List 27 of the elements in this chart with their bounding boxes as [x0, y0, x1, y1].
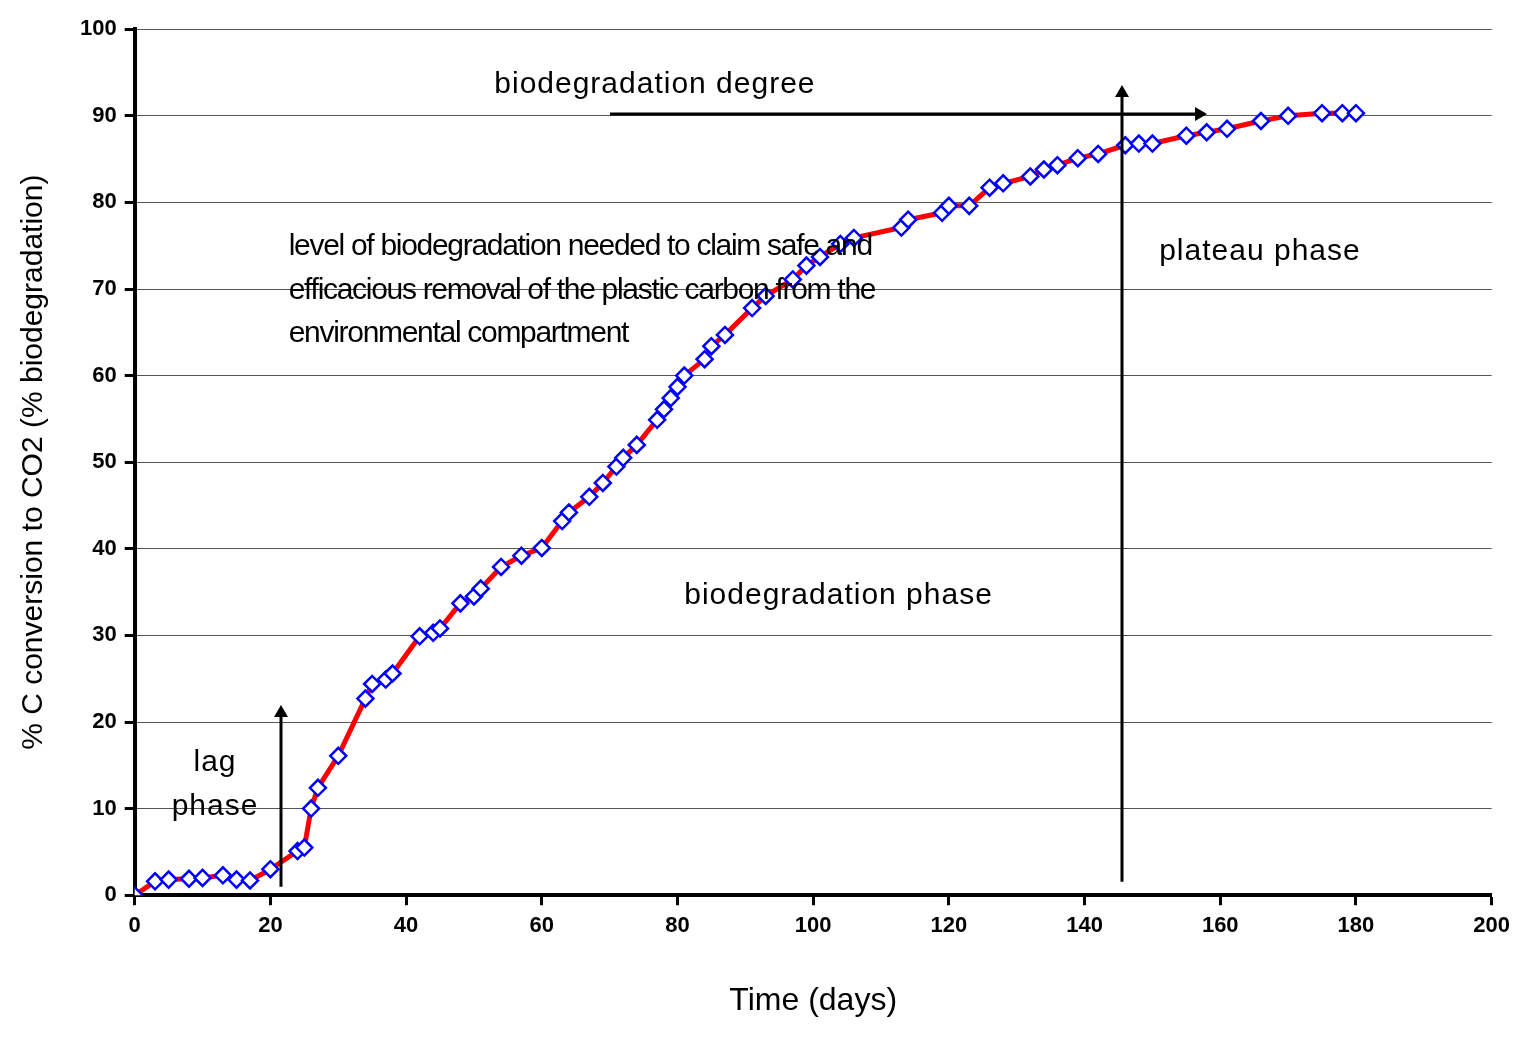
y-tick-label: 100: [79, 15, 117, 41]
x-tick-label: 100: [794, 912, 832, 938]
y-tick-label: 20: [92, 708, 117, 734]
y-tick-label: 0: [104, 881, 117, 907]
y-tick-label: 30: [92, 621, 117, 647]
y-tick-label: 60: [92, 361, 117, 387]
x-tick-label: 0: [128, 912, 141, 938]
x-axis-title: Time (days): [729, 980, 898, 1017]
x-tick-label: 40: [393, 912, 419, 938]
x-tick-label: 180: [1337, 912, 1375, 938]
y-tick-label: 40: [92, 534, 117, 560]
x-tick-label: 20: [258, 912, 283, 938]
y-tick-label: 10: [92, 794, 117, 820]
y-tick-label: 90: [92, 101, 117, 127]
x-tick-label: 60: [529, 912, 555, 938]
x-tick-label: 140: [1066, 912, 1103, 938]
y-tick-label: 80: [92, 188, 117, 214]
annotation: biodegradation degree: [494, 65, 817, 102]
x-tick-label: 80: [665, 912, 690, 938]
annotation: plateau phase: [1159, 232, 1362, 269]
y-tick-label: 50: [92, 448, 117, 474]
x-tick-label: 200: [1473, 912, 1511, 938]
x-tick-label: 120: [930, 912, 968, 938]
x-tick-label: 160: [1201, 912, 1239, 938]
y-axis-title: % C conversion to CO2 (% biodegradation): [15, 174, 49, 750]
annotation: biodegradation phase: [684, 576, 994, 613]
y-tick-label: 70: [92, 275, 117, 301]
